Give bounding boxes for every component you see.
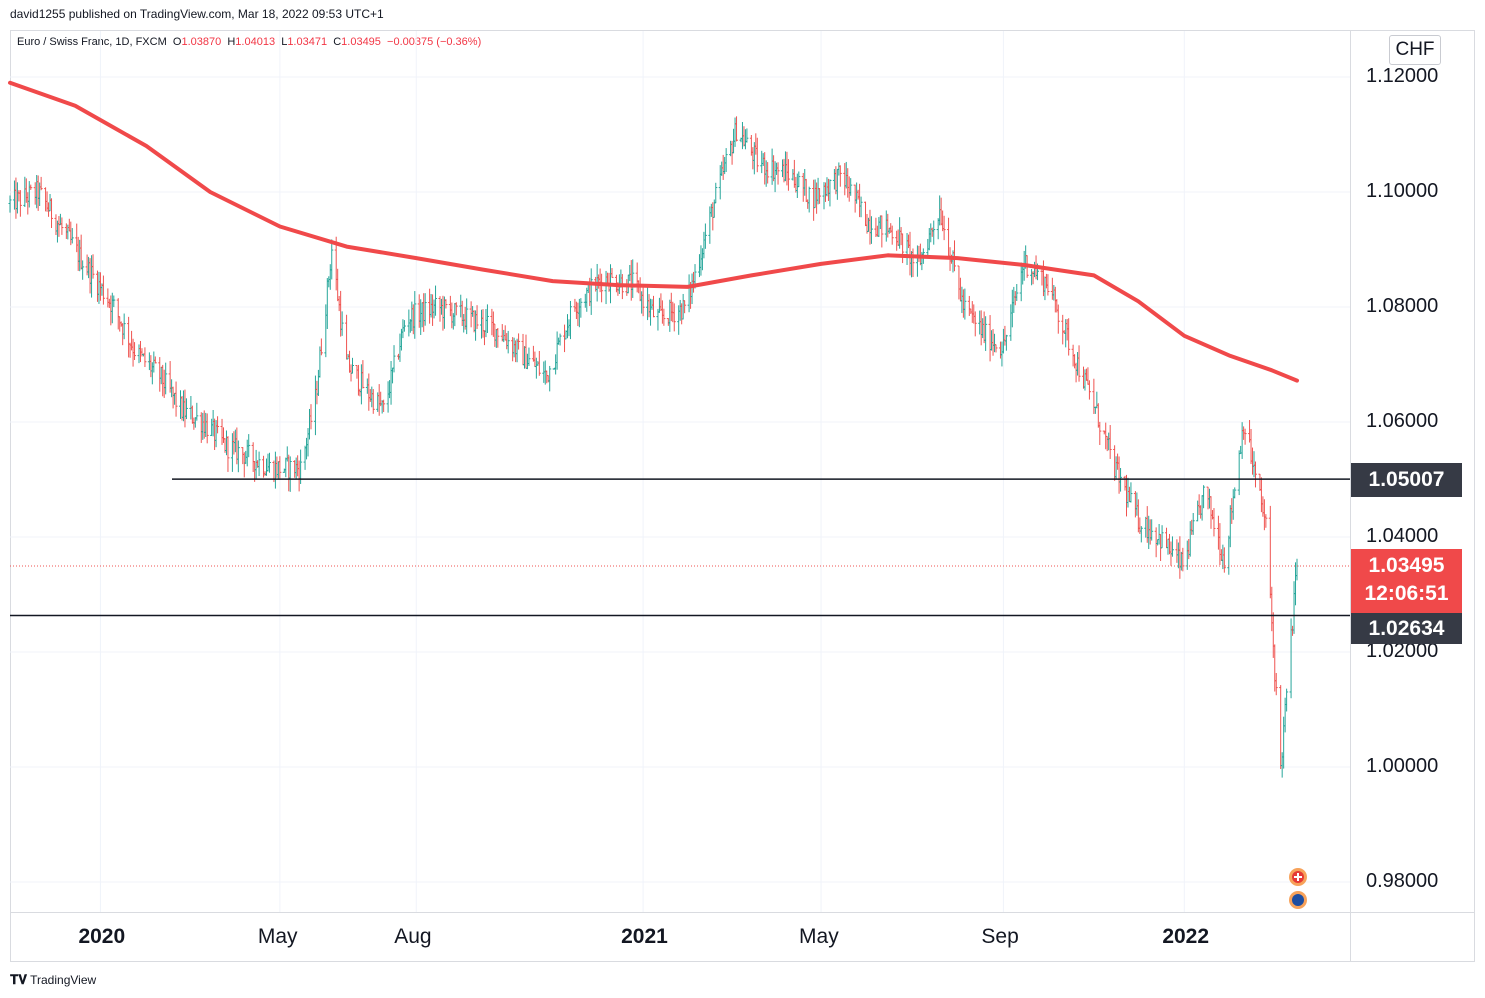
low-value: 1.03471 xyxy=(287,36,328,48)
swiss-cross-icon-h xyxy=(1294,876,1302,878)
price-tick-label: 1.06000 xyxy=(1366,410,1439,432)
time-tick-label: Sep xyxy=(981,925,1019,948)
high-value: 1.04013 xyxy=(235,36,276,48)
price-tick-label: 1.02000 xyxy=(1366,640,1439,662)
open-label: O xyxy=(172,36,182,48)
footer-brand[interactable]: 𝐓𝐕 TradingView xyxy=(10,972,96,988)
high-label: H xyxy=(227,36,236,48)
last-price-value: 1.03495 xyxy=(1368,554,1445,577)
close-value: 1.03495 xyxy=(341,36,381,48)
footer-brand-label: TradingView xyxy=(30,973,97,987)
low-label: L xyxy=(281,36,288,48)
price-tick-label: 1.12000 xyxy=(1366,65,1439,87)
price-axis-separator xyxy=(1350,30,1351,962)
time-axis-separator xyxy=(10,912,1475,913)
lower-level-badge: 1.02634 xyxy=(1351,613,1462,644)
time-tick-label: May xyxy=(799,925,839,948)
price-tick-label: 1.10000 xyxy=(1366,180,1439,202)
price-tick-label: 1.04000 xyxy=(1366,525,1439,547)
time-tick-label: 2020 xyxy=(78,925,126,948)
time-tick-label: Aug xyxy=(394,925,432,948)
currency-button[interactable]: CHF xyxy=(1389,35,1441,65)
price-tick-label: 1.00000 xyxy=(1366,755,1439,777)
chart-frame xyxy=(10,30,1475,962)
open-value: 1.03870 xyxy=(181,36,222,48)
tradingview-logo-icon: 𝐓𝐕 xyxy=(10,972,27,987)
price-tick-label: 1.08000 xyxy=(1366,295,1439,317)
eu-flag-icon-inner xyxy=(1292,894,1304,906)
moving-average-line[interactable] xyxy=(8,80,1299,383)
last-price-badge: 1.03495 12:06:51 xyxy=(1351,549,1462,613)
close-label: C xyxy=(333,36,342,48)
time-tick-label: 2021 xyxy=(621,925,668,948)
countdown-value: 12:06:51 xyxy=(1364,582,1449,605)
time-tick-label: May xyxy=(257,925,298,948)
upper-level-badge: 1.05007 xyxy=(1351,463,1462,497)
symbol-name[interactable]: Euro / Swiss Franc, 1D, FXCM xyxy=(17,36,167,48)
change-value: −0.00375 (−0.36%) xyxy=(387,36,482,48)
price-tick-label: 0.98000 xyxy=(1366,870,1439,892)
symbol-legend: Euro / Swiss Franc, 1D, FXCM O1.03870 H1… xyxy=(17,36,481,48)
time-tick-label: 2022 xyxy=(1162,925,1210,948)
published-by-text: david1255 published on TradingView.com, … xyxy=(10,7,384,21)
